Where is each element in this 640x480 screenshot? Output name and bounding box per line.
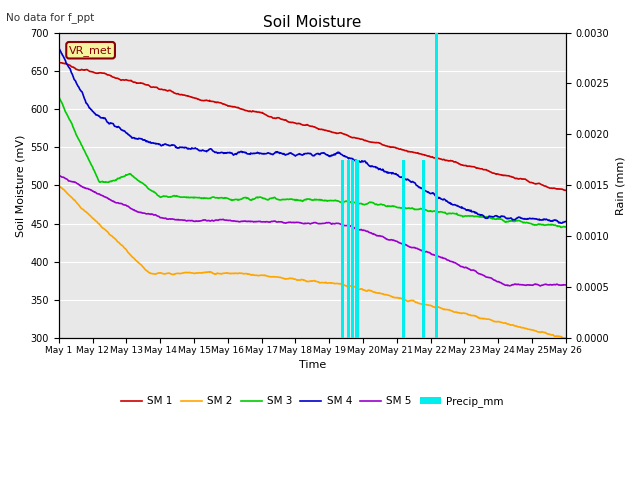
SM 4 [557,220,565,226]
SM 1 [108,73,115,79]
SM 4 [451,202,458,208]
SM 5 [562,282,570,288]
SM 4 [562,218,570,224]
Y-axis label: Soil Moisture (mV): Soil Moisture (mV) [15,134,25,237]
SM 3 [451,211,458,216]
Bar [435,33,438,338]
SM 2 [562,336,570,341]
SM 4 [107,120,115,126]
SM 3 [107,179,115,184]
SM 5 [460,264,467,270]
SM 4 [460,205,467,211]
SM 3 [460,214,467,219]
Bar [355,160,358,338]
SM 2 [403,298,411,304]
Y-axis label: Rain (mm): Rain (mm) [615,156,625,215]
SM 5 [260,219,268,225]
SM 2 [55,183,63,189]
SM 5 [107,197,115,203]
SM 5 [55,173,63,179]
SM 4 [403,177,411,182]
Bar [351,160,355,338]
Line: SM 2: SM 2 [59,186,566,338]
SM 3 [557,225,565,230]
SM 4 [260,151,268,157]
SM 4 [278,151,286,156]
Bar [341,160,344,338]
SM 2 [107,232,115,238]
Line: SM 4: SM 4 [59,48,566,223]
Bar [422,160,426,338]
SM 3 [403,205,411,211]
Title: Soil Moisture: Soil Moisture [263,15,362,30]
SM 5 [451,260,458,265]
SM 5 [403,242,411,248]
SM 1 [260,111,268,117]
SM 1 [279,117,287,122]
SM 3 [260,195,268,201]
SM 5 [536,283,544,289]
SM 1 [460,163,468,168]
Line: SM 3: SM 3 [59,97,566,228]
SM 3 [278,196,286,202]
SM 3 [55,94,63,100]
SM 3 [562,224,570,230]
SM 1 [404,149,412,155]
SM 1 [55,60,63,65]
SM 1 [562,188,570,193]
SM 1 [451,159,458,165]
Legend: SM 1, SM 2, SM 3, SM 4, SM 5, Precip_mm: SM 1, SM 2, SM 3, SM 4, SM 5, Precip_mm [117,392,508,411]
SM 5 [278,219,286,225]
SM 4 [55,45,63,51]
Line: SM 1: SM 1 [59,62,566,191]
Text: VR_met: VR_met [69,45,112,56]
Bar [348,160,350,338]
SM 2 [278,275,286,281]
SM 1 [56,60,63,65]
Text: No data for f_ppt: No data for f_ppt [6,12,95,23]
SM 2 [451,309,458,315]
X-axis label: Time: Time [299,360,326,371]
Line: SM 5: SM 5 [59,176,566,286]
SM 1 [561,188,569,193]
SM 2 [260,272,268,278]
SM 2 [460,310,467,316]
Bar [402,160,405,338]
